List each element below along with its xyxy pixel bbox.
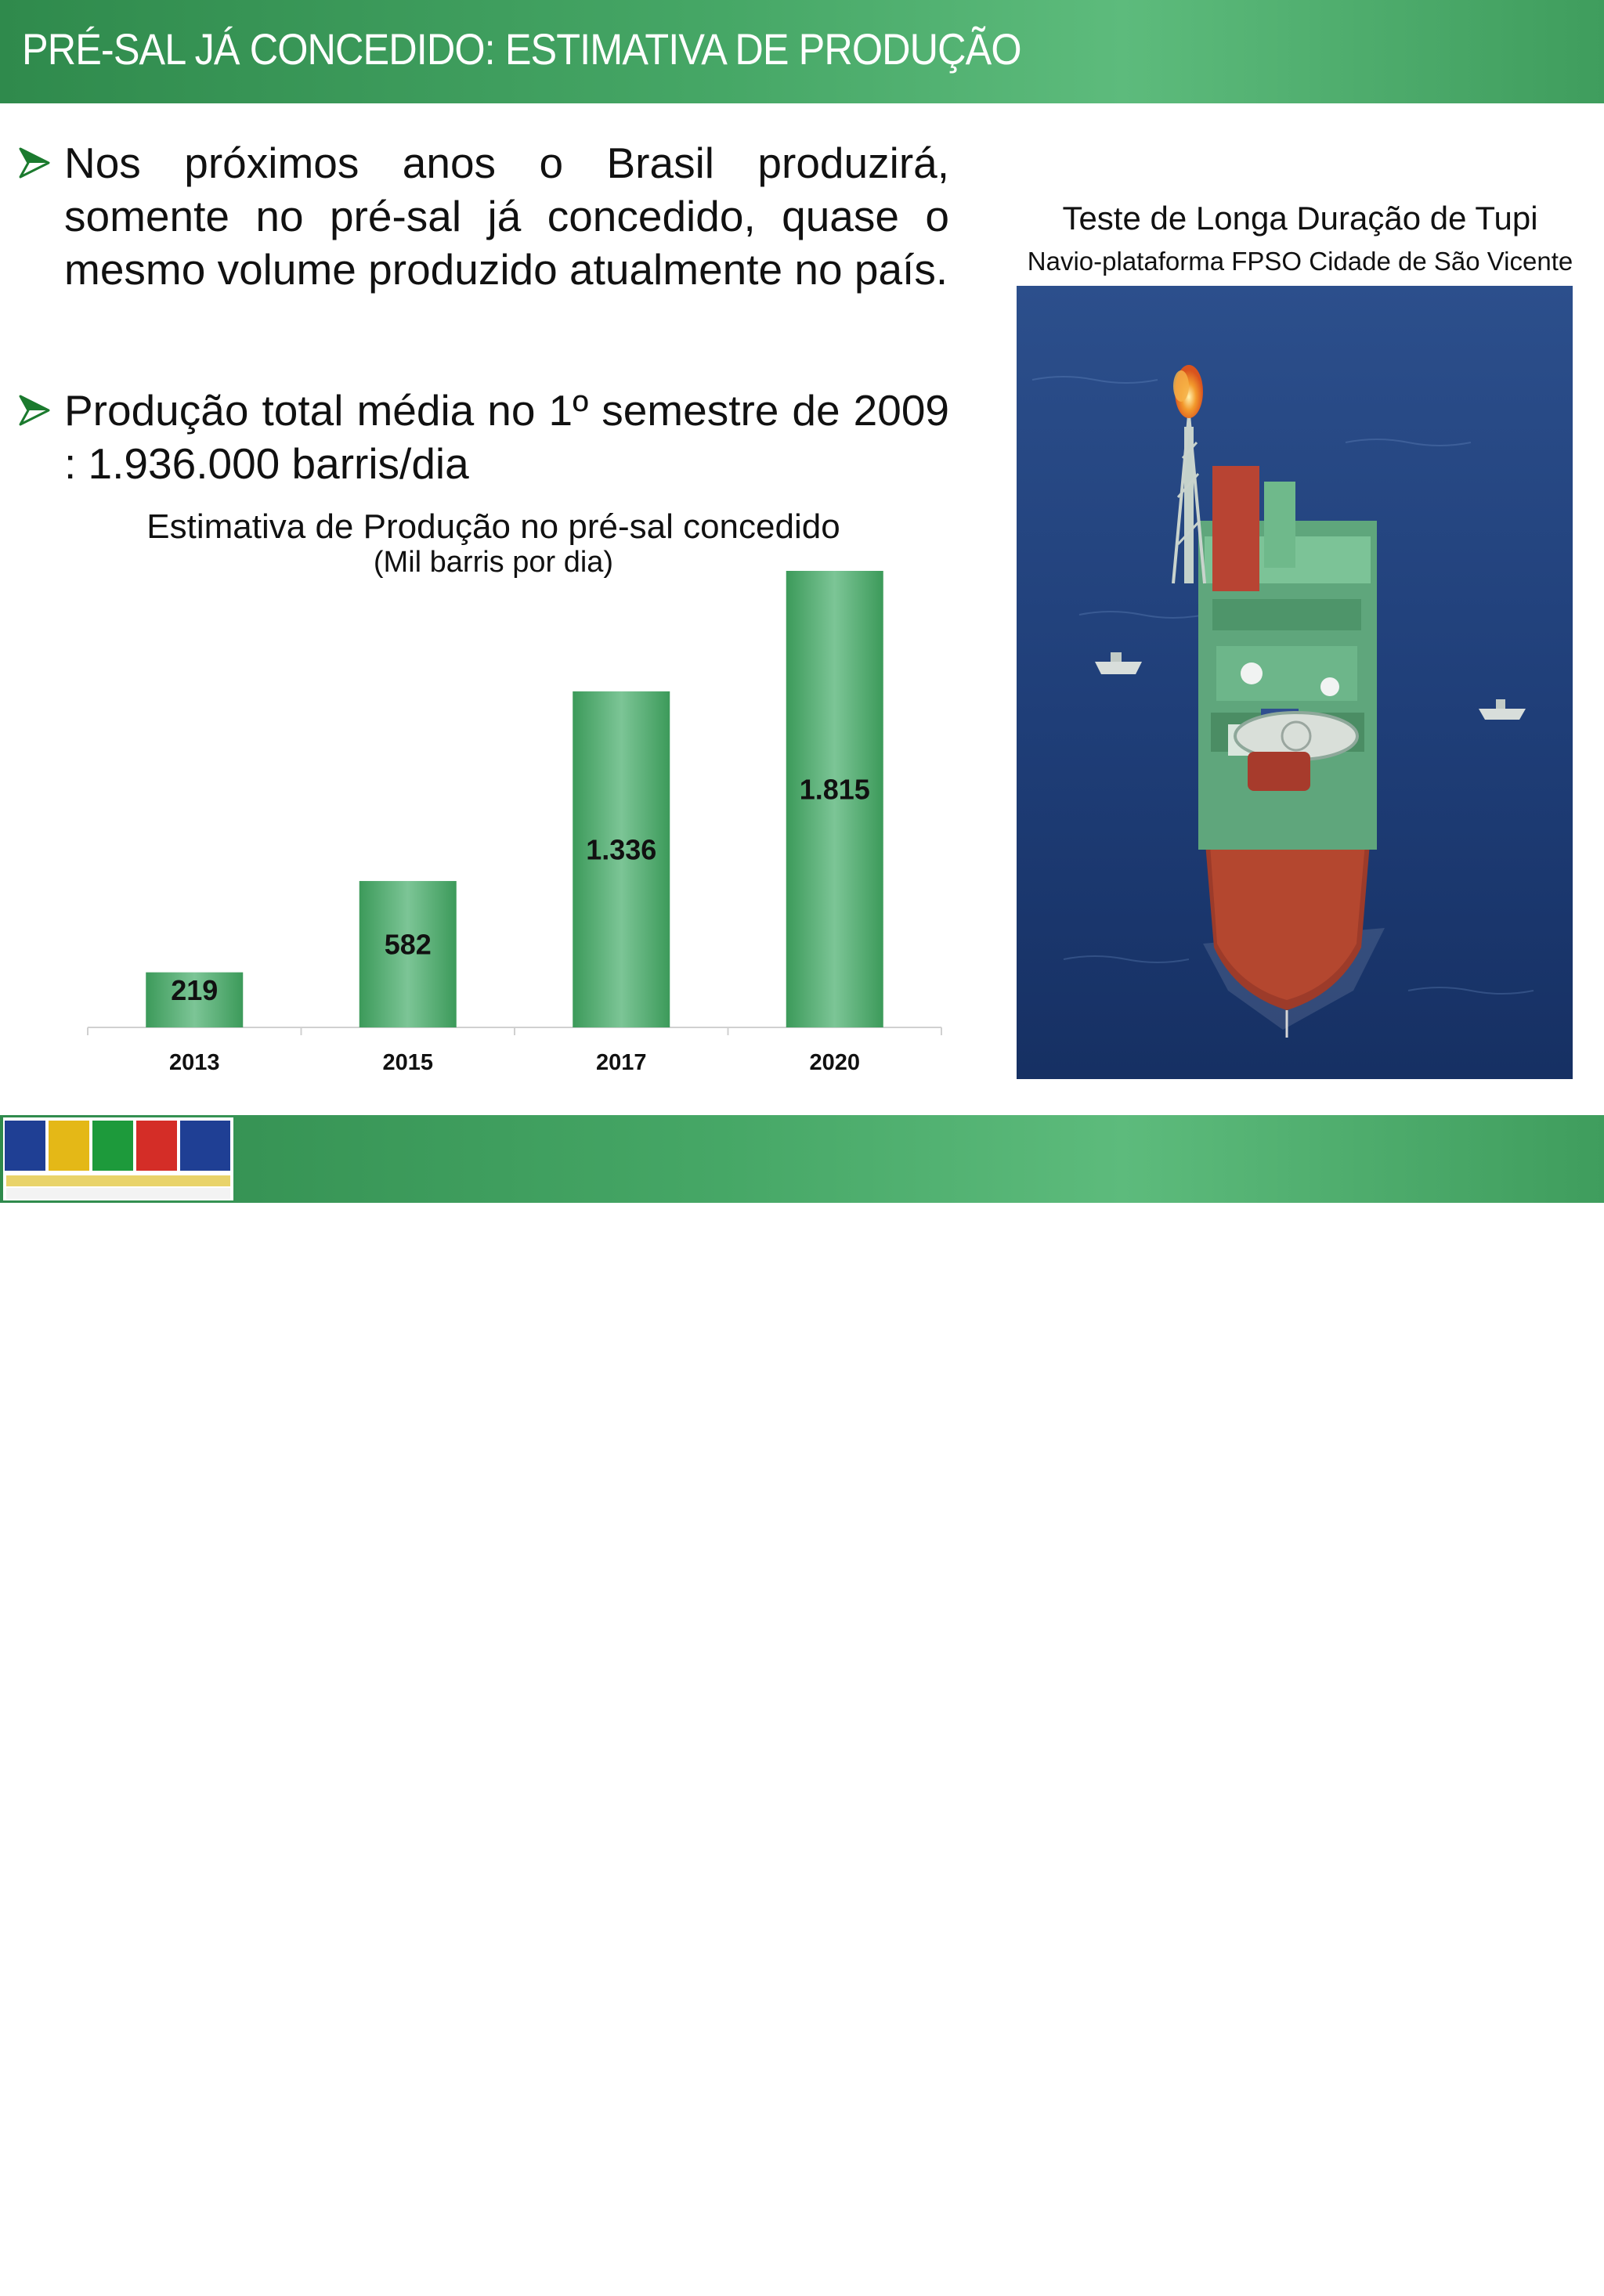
- page-number: 7: [1556, 2263, 1573, 2295]
- brasil-government-logo: [3, 1117, 233, 1200]
- slide-title: PRÉ-SAL JÁ CONCEDIDO: ESTIMATIVA DE PROD…: [22, 24, 1022, 74]
- footer-bar: 7: [0, 1115, 1604, 2295]
- bar-chart: 219 2013 582 2015 1.336 2017 1.815 2020: [87, 571, 942, 1075]
- bullet-item: Produção total média no 1º semestre de 2…: [17, 384, 949, 490]
- x-tick-label-2013: 2013: [169, 1050, 220, 1075]
- brasil-logo-icon: [3, 1117, 233, 1200]
- photo-caption-subtitle: Navio-plataforma FPSO Cidade de São Vice…: [1027, 247, 1573, 276]
- chart-title: Estimativa de Produção no pré-sal conced…: [146, 507, 840, 546]
- data-label-2020: 1.815: [800, 774, 870, 806]
- x-tick-label-2015: 2015: [382, 1050, 433, 1075]
- bar-2020: [786, 571, 883, 1027]
- bullet-text: Nos próximos anos o Brasil produzirá, so…: [64, 139, 949, 294]
- bar-2015: [359, 881, 457, 1027]
- header-bar: PRÉ-SAL JÁ CONCEDIDO: ESTIMATIVA DE PROD…: [0, 0, 1604, 103]
- bar-2013: [146, 972, 244, 1027]
- data-label-2015: 582: [385, 929, 432, 961]
- x-tick-label-2017: 2017: [596, 1050, 647, 1075]
- bullet-item: Nos próximos anos o Brasil produzirá, so…: [17, 136, 949, 296]
- arrow-bullet-icon: [19, 395, 50, 426]
- chart-subtitle: (Mil barris por dia): [373, 546, 614, 579]
- bar-2017: [573, 691, 670, 1027]
- photo-caption-title: Teste de Longa Duração de Tupi: [1062, 200, 1538, 236]
- fpso-ship-photo: [1017, 286, 1573, 1079]
- data-label-2013: 219: [171, 974, 218, 1006]
- ship-illustration: [1017, 286, 1573, 1079]
- x-tick-label-2020: 2020: [809, 1050, 860, 1075]
- data-label-2017: 1.336: [586, 833, 656, 865]
- bullet-text: Produção total média no 1º semestre de 2…: [64, 386, 949, 488]
- arrow-bullet-icon: [19, 147, 50, 179]
